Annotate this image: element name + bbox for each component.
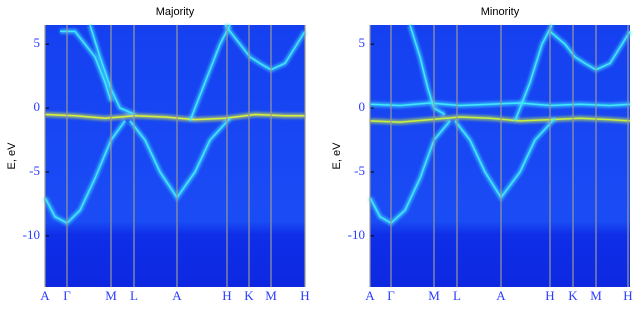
x-tick-label: H [300, 288, 309, 303]
y-tick-label: -5 [354, 163, 365, 178]
chart-title: Minority [481, 6, 520, 18]
plot-area [370, 25, 630, 287]
y-tick-label: -10 [23, 227, 40, 242]
band [369, 116, 631, 123]
band [44, 113, 305, 121]
y-tick-label: 0 [34, 99, 41, 114]
y-tick-label: -5 [29, 163, 40, 178]
y-axis-label: E, eV [6, 142, 18, 170]
x-tick-label: A [365, 288, 375, 303]
x-tick-label: Γ [63, 288, 71, 303]
x-tick-label: A [40, 288, 50, 303]
chart-title: Majority [156, 6, 195, 18]
y-axis-label: E, eV [331, 142, 343, 170]
x-tick-label: K [244, 288, 254, 303]
x-tick-label: A [496, 288, 506, 303]
band [409, 24, 446, 116]
x-tick-label: M [428, 288, 440, 303]
x-tick-label: H [545, 288, 554, 303]
band [224, 24, 306, 71]
x-tick-label: M [590, 288, 602, 303]
y-tick-label: 0 [359, 99, 366, 114]
x-tick-label: H [222, 288, 231, 303]
plot-area [45, 25, 305, 287]
x-tick-label: K [568, 288, 578, 303]
y-tick-label: 5 [34, 35, 41, 50]
band [60, 30, 112, 102]
x-tick-label: Γ [387, 288, 395, 303]
band [189, 24, 231, 122]
x-tick-label: L [130, 288, 138, 303]
band [369, 102, 631, 107]
y-tick-label: 5 [359, 35, 366, 50]
x-tick-label: M [265, 288, 277, 303]
x-tick-label: M [105, 288, 117, 303]
x-tick-label: H [623, 288, 632, 303]
x-tick-label: A [172, 288, 182, 303]
band [549, 30, 631, 71]
x-tick-label: L [453, 288, 461, 303]
band [514, 24, 553, 122]
y-tick-label: -10 [348, 227, 365, 242]
